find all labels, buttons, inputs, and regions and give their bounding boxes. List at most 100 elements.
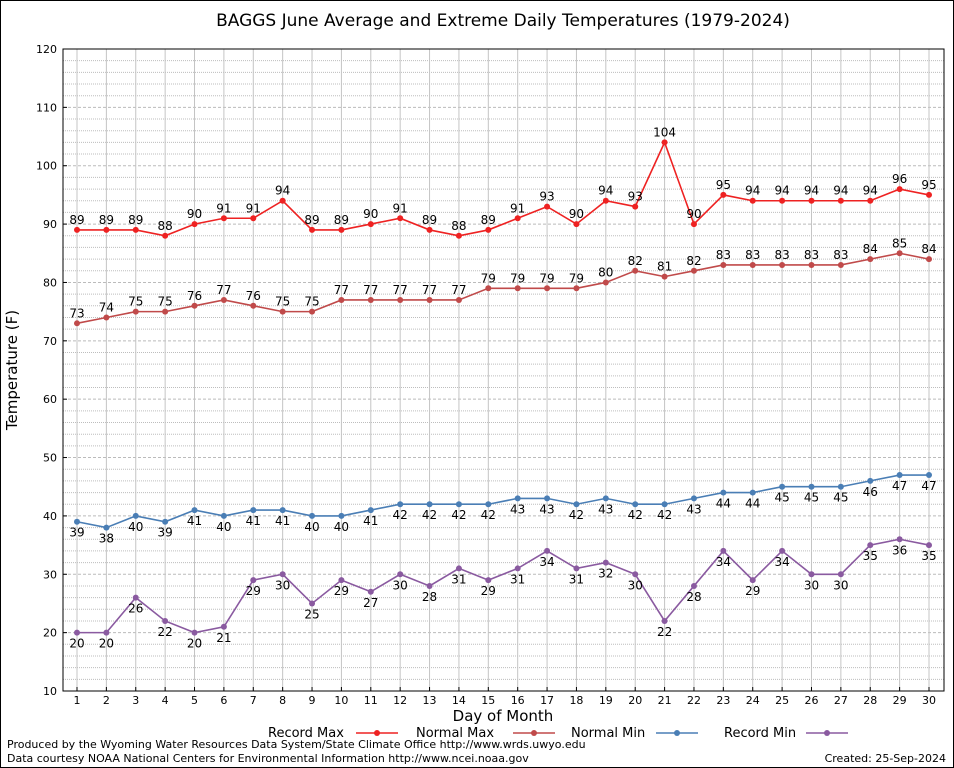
record-max-data-label: 94 (863, 184, 878, 198)
y-axis-label: Temperature (F) (3, 310, 21, 431)
record-min-data-label: 25 (304, 607, 319, 621)
normal-min-data-label: 44 (716, 497, 731, 511)
x-tick-label: 14 (452, 694, 466, 707)
x-tick-label: 5 (191, 694, 198, 707)
x-tick-label: 21 (658, 694, 672, 707)
record-min-point (926, 542, 932, 549)
normal-max-data-label: 79 (510, 271, 525, 285)
x-tick-label: 27 (834, 694, 848, 707)
record-min-data-label: 34 (539, 555, 554, 569)
x-tick-label: 1 (74, 694, 81, 707)
series-lines: 89 89 89 88 90 91 91 94 89 89 90 91 89 88 89 91 93 90 94 93… (69, 125, 936, 650)
record-max-point (132, 226, 139, 233)
normal-min-data-label: 40 (216, 520, 231, 534)
x-tick-label: 17 (540, 694, 554, 707)
record-min-point (779, 547, 786, 554)
record-min-data-label: 21 (216, 631, 231, 645)
record-max-point (602, 197, 609, 204)
footer-created-date: Created: 25-Sep-2024 (824, 752, 946, 765)
record-min-data-label: 30 (628, 578, 643, 592)
normal-min-point (867, 477, 874, 484)
normal-max-data-label: 85 (892, 236, 907, 250)
normal-min-point (602, 495, 609, 502)
record-min-data-label: 20 (69, 637, 84, 651)
record-max-data-label: 89 (422, 213, 437, 227)
record-min-data-label: 31 (510, 572, 525, 586)
normal-min-point (632, 501, 639, 508)
record-max-point (191, 221, 198, 228)
normal-max-point (250, 302, 257, 309)
normal-max-point (779, 261, 786, 268)
record-max-data-label: 95 (921, 178, 936, 192)
normal-max-point (309, 308, 316, 315)
record-min-point (661, 617, 668, 624)
x-tick-label: 26 (804, 694, 818, 707)
record-min-point (220, 623, 227, 630)
y-tick-label: 50 (43, 452, 57, 465)
normal-min-data-label: 45 (774, 491, 789, 505)
normal-max-data-label: 83 (804, 248, 819, 262)
normal-max-point (191, 302, 198, 309)
legend-label-record-min: Record Min (724, 726, 796, 741)
record-max-point (926, 191, 932, 198)
legend-marker-normal-max (531, 730, 537, 736)
normal-min-point (779, 483, 786, 490)
normal-max-point (690, 267, 697, 274)
record-max-point (661, 139, 668, 146)
record-min-data-label: 30 (833, 578, 848, 592)
normal-max-data-label: 75 (275, 295, 290, 309)
normal-min-point (485, 501, 492, 508)
legend-label-normal-max: Normal Max (416, 726, 494, 741)
record-min-point (162, 617, 169, 624)
record-min-data-label: 29 (246, 584, 261, 598)
normal-max-data-label: 77 (363, 283, 378, 297)
normal-min-point (279, 507, 286, 514)
normal-max-data-label: 83 (833, 248, 848, 262)
record-min-data-label: 22 (657, 625, 672, 639)
normal-min-point (808, 483, 815, 490)
normal-min-data-label: 42 (422, 508, 437, 522)
record-max-data-label: 94 (275, 184, 290, 198)
footer-data-courtesy: Data courtesy NOAA National Centers for … (7, 752, 529, 765)
normal-max-point (74, 320, 80, 327)
footer-produced-by: Produced by the Wyoming Water Resources … (7, 738, 586, 751)
normal-max-point (132, 308, 139, 315)
record-max-point (338, 226, 345, 233)
normal-min-data-label: 41 (363, 514, 378, 528)
normal-min-data-label: 41 (246, 514, 261, 528)
x-tick-label: 10 (334, 694, 348, 707)
normal-min-point (220, 512, 227, 519)
normal-max-data-label: 77 (334, 283, 349, 297)
record-min-point (632, 571, 639, 578)
normal-min-data-label: 43 (539, 502, 554, 516)
record-min-point (867, 542, 874, 549)
record-min-point (514, 565, 521, 572)
normal-max-point (162, 308, 169, 315)
normal-min-point (720, 489, 727, 496)
normal-max-data-label: 77 (216, 283, 231, 297)
legend-marker-normal-min (674, 730, 680, 736)
normal-min-data-label: 42 (569, 508, 584, 522)
record-max-data-label: 90 (363, 207, 378, 221)
record-max-data-label: 94 (833, 184, 848, 198)
record-max-data-label: 95 (716, 178, 731, 192)
record-min-point (279, 571, 286, 578)
record-min-line (77, 538, 930, 634)
record-min-data-label: 29 (481, 584, 496, 598)
normal-min-point (690, 495, 697, 502)
normal-min-point (250, 507, 257, 514)
x-tick-label: 2 (103, 694, 110, 707)
normal-min-point (338, 512, 345, 519)
normal-min-data-label: 42 (393, 508, 408, 522)
normal-min-data-label: 40 (128, 520, 143, 534)
normal-min-data-label: 40 (304, 520, 319, 534)
record-max-data-label: 89 (69, 213, 84, 227)
grid (63, 48, 944, 692)
normal-max-point (867, 256, 874, 263)
record-max-data-label: 91 (216, 201, 231, 215)
normal-min-data-label: 41 (275, 514, 290, 528)
record-max-data-label: 89 (304, 213, 319, 227)
record-max-point (837, 197, 844, 204)
normal-min-point (573, 501, 580, 508)
normal-min-data-label: 42 (451, 508, 466, 522)
